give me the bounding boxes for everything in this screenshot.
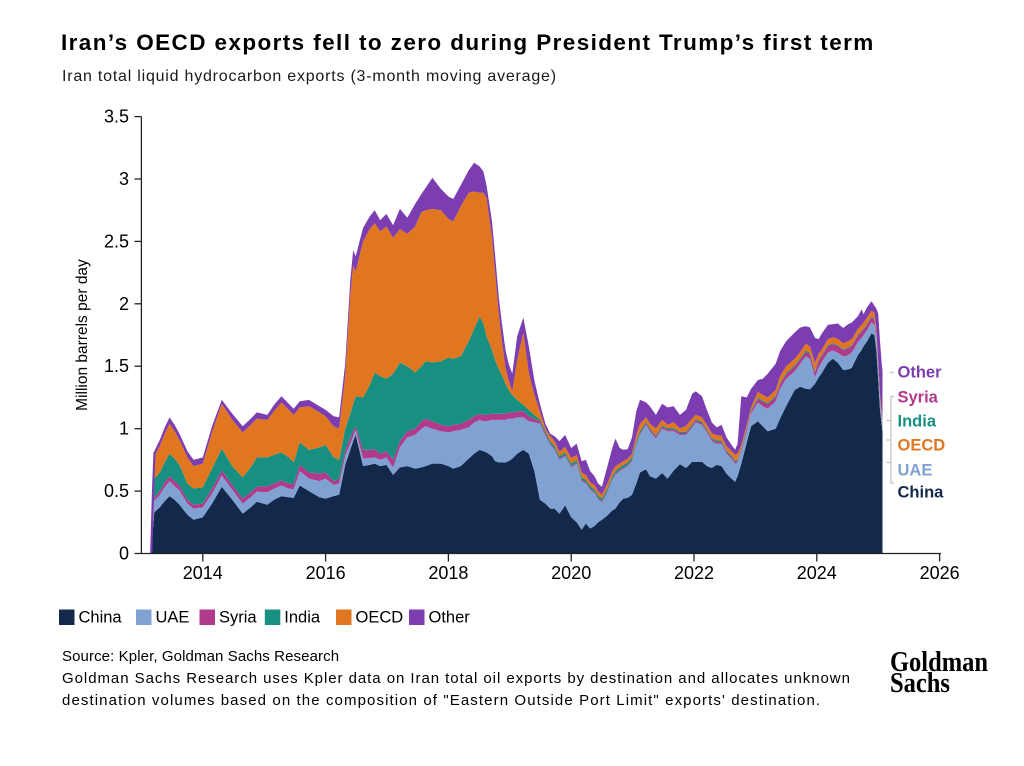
svg-text:OECD: OECD bbox=[898, 437, 946, 455]
svg-text:UAE: UAE bbox=[898, 462, 933, 480]
svg-text:Other: Other bbox=[898, 364, 943, 382]
svg-text:3.5: 3.5 bbox=[104, 107, 129, 127]
svg-text:2018: 2018 bbox=[428, 563, 468, 583]
svg-text:0: 0 bbox=[119, 544, 129, 564]
svg-text:2014: 2014 bbox=[183, 563, 223, 583]
svg-text:2020: 2020 bbox=[551, 563, 591, 583]
svg-text:Syria: Syria bbox=[219, 609, 257, 627]
svg-text:2.5: 2.5 bbox=[104, 231, 129, 251]
svg-text:India: India bbox=[898, 413, 937, 431]
svg-text:3: 3 bbox=[119, 169, 129, 189]
svg-text:1.5: 1.5 bbox=[104, 356, 129, 376]
svg-text:Syria: Syria bbox=[898, 389, 939, 407]
svg-text:2024: 2024 bbox=[797, 563, 837, 583]
svg-text:2016: 2016 bbox=[306, 563, 346, 583]
svg-text:OECD: OECD bbox=[356, 609, 404, 627]
svg-text:Other: Other bbox=[429, 609, 471, 627]
svg-text:Million barrels per day: Million barrels per day bbox=[74, 259, 91, 411]
svg-text:0.5: 0.5 bbox=[104, 481, 129, 501]
svg-text:China: China bbox=[898, 484, 945, 502]
svg-text:UAE: UAE bbox=[156, 609, 190, 627]
svg-text:2026: 2026 bbox=[920, 563, 960, 583]
svg-text:1: 1 bbox=[119, 419, 129, 439]
svg-text:India: India bbox=[284, 609, 321, 627]
svg-text:2022: 2022 bbox=[674, 563, 714, 583]
svg-text:China: China bbox=[79, 609, 123, 627]
svg-text:2: 2 bbox=[119, 294, 129, 314]
